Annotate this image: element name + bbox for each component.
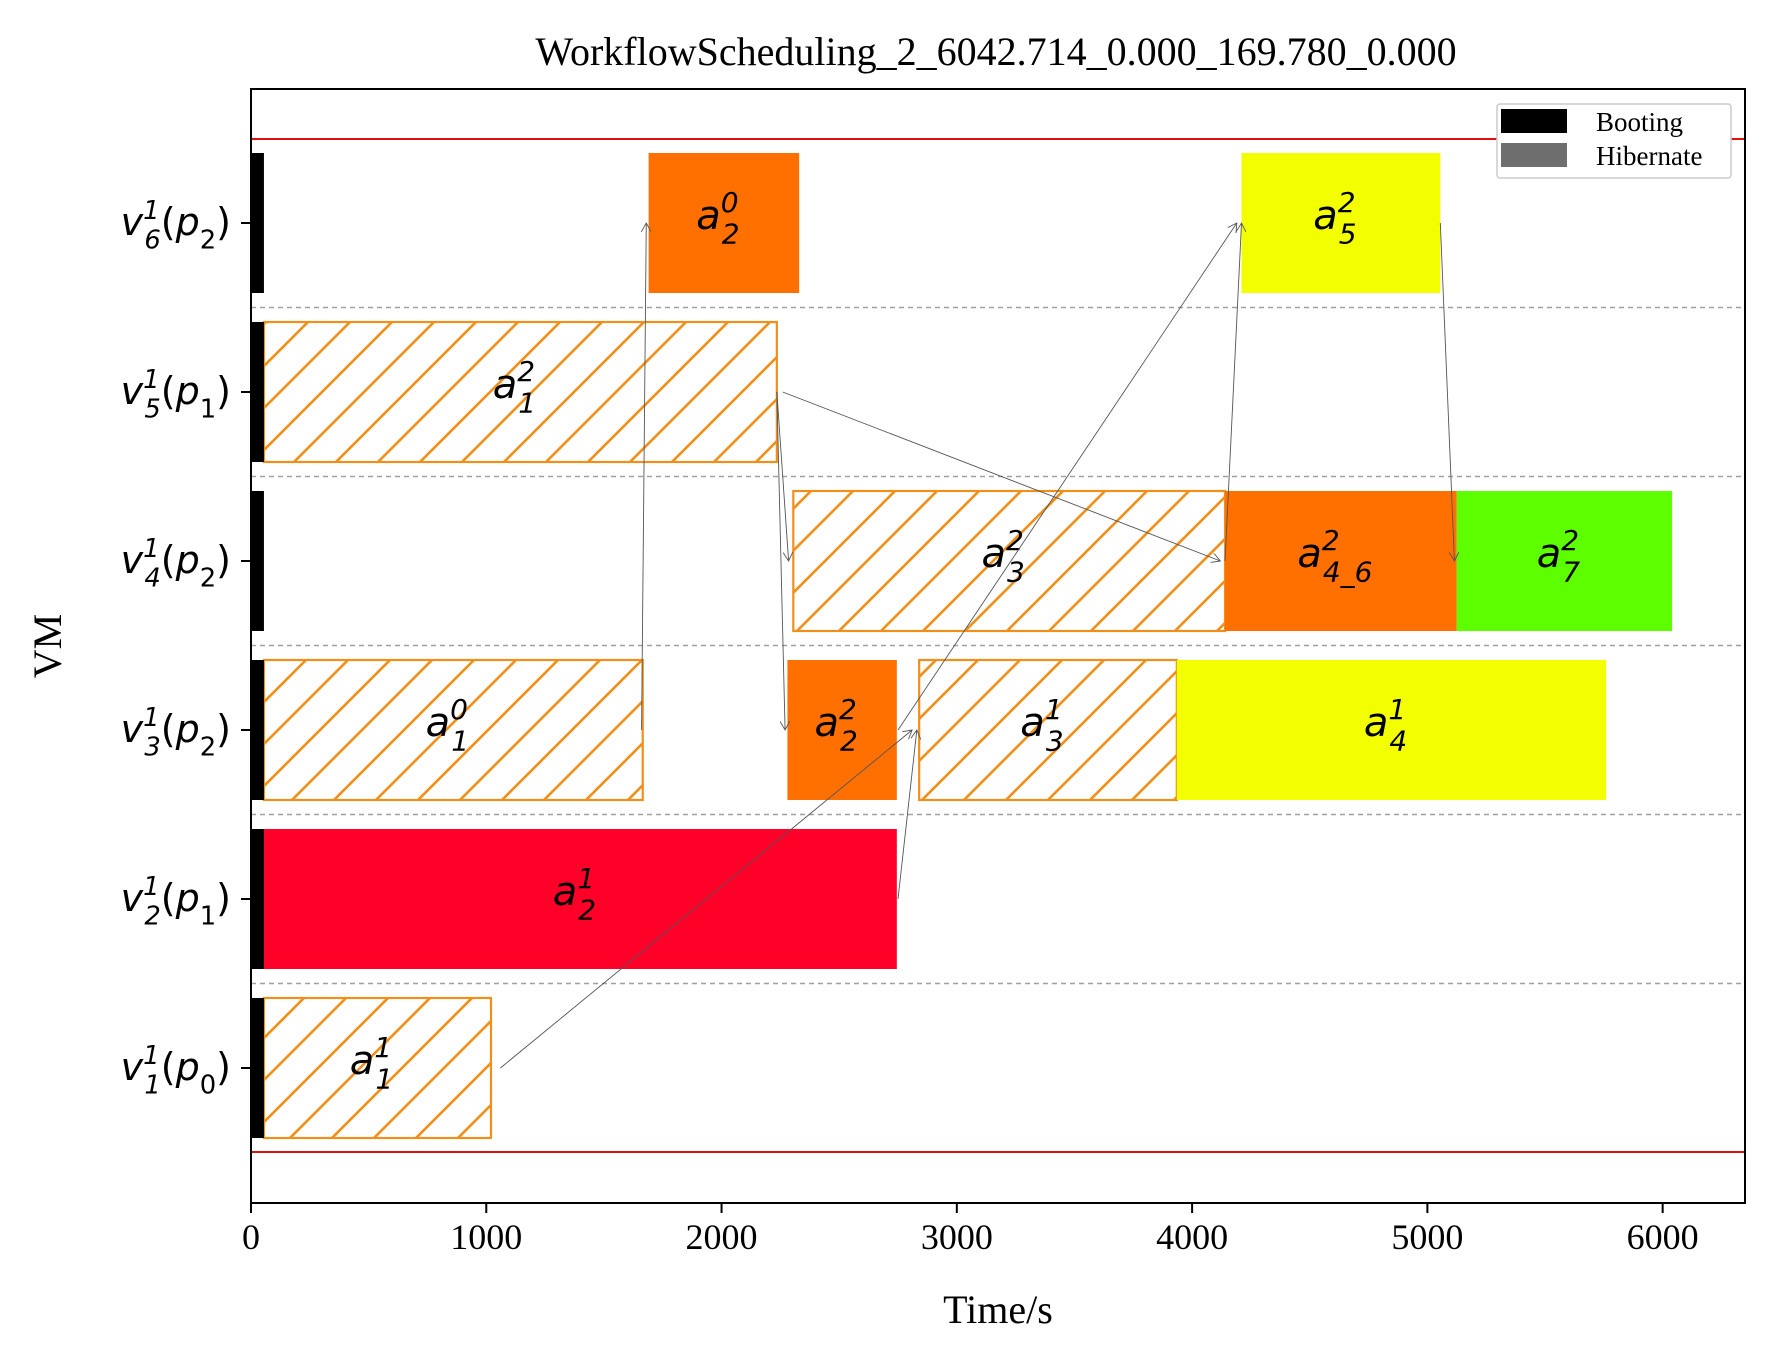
dependency-arrow xyxy=(500,730,912,1069)
dependency-arrow xyxy=(641,223,647,731)
y-tick-label: v1 5(p1) xyxy=(121,365,231,425)
dependency-arrow xyxy=(897,730,917,900)
x-tick-label: 0 xyxy=(242,1217,260,1257)
task-bar xyxy=(1456,491,1673,631)
legend-hibernate-swatch xyxy=(1501,143,1567,167)
task-bar xyxy=(1176,660,1607,800)
task-bar xyxy=(262,996,493,1140)
chart-title: WorkflowScheduling_2_6042.714_0.000_169.… xyxy=(535,29,1456,74)
y-tick-label: v1 4(p2) xyxy=(121,534,231,594)
dependency-arrow xyxy=(1439,222,1454,561)
legend-booting-label: Booting xyxy=(1596,107,1683,137)
task-label: a2 5 xyxy=(1313,186,1356,250)
task-labels: a1 1a1 2a0 1 a2 2 a1 3 a1 4a2 3 a2 4_6 a2 7a2 1a0 2 a2 5 xyxy=(350,186,1581,1095)
dependency-arrow xyxy=(776,391,789,561)
task-label: a1 1 xyxy=(350,1031,393,1095)
task-label: a2 4_6 xyxy=(1297,524,1372,588)
task-bar xyxy=(648,153,800,293)
x-axis-label: Time/s xyxy=(943,1287,1053,1332)
task-bar xyxy=(262,658,644,802)
x-tick-label: 6000 xyxy=(1627,1217,1699,1257)
booting-bar xyxy=(251,660,264,800)
y-tick-label: v1 2(p1) xyxy=(121,872,231,932)
plot-frame xyxy=(250,88,1746,1204)
booting-bar xyxy=(251,998,264,1138)
booting-bar xyxy=(251,322,264,462)
task-bar xyxy=(1225,491,1457,631)
task-label: a2 2 xyxy=(814,693,857,757)
x-tick-label: 3000 xyxy=(921,1217,993,1257)
task-bar xyxy=(787,660,897,800)
task-label: a0 2 xyxy=(696,186,739,250)
y-axis-ticks: v1 1(p0) v1 2(p1) v1 3(p2) v1 4(p2) v1 5(p1) v1 6(p… xyxy=(121,196,251,1101)
dependency-arrow xyxy=(782,391,1221,561)
booting-bar xyxy=(251,491,264,631)
task-label: a1 4 xyxy=(1364,693,1407,757)
task-label: a0 1 xyxy=(426,693,469,757)
task-label: a2 1 xyxy=(493,355,536,419)
legend: Booting Hibernate xyxy=(1496,103,1732,179)
task-label: a2 7 xyxy=(1537,524,1581,588)
x-axis-ticks: 0 1000 2000 3000 4000 5000 6000 xyxy=(242,1203,1699,1257)
booting-bar xyxy=(251,153,264,293)
x-tick-label: 2000 xyxy=(686,1217,758,1257)
lane-separators xyxy=(251,306,1745,985)
dependency-arrow xyxy=(897,223,1237,731)
legend-booting-swatch xyxy=(1501,109,1567,133)
y-tick-label: v1 6(p2) xyxy=(121,196,231,256)
dependency-arrows xyxy=(500,222,1454,1069)
x-tick-label: 5000 xyxy=(1391,1217,1463,1257)
task-label: a1 3 xyxy=(1020,693,1063,757)
y-tick-label: v1 1(p0) xyxy=(121,1041,231,1101)
dependency-arrow xyxy=(776,391,785,730)
dependency-arrow xyxy=(1224,223,1241,562)
x-tick-label: 1000 xyxy=(450,1217,522,1257)
task-label: a1 2 xyxy=(553,862,596,926)
booting-bar xyxy=(251,829,264,969)
task-bar xyxy=(263,829,897,969)
legend-hibernate-label: Hibernate xyxy=(1596,141,1702,171)
horizon-lines xyxy=(251,138,1745,1153)
task-bar xyxy=(1241,153,1441,293)
x-tick-label: 4000 xyxy=(1156,1217,1228,1257)
y-axis-label: VM xyxy=(25,614,70,678)
task-bars xyxy=(251,153,1673,1140)
y-tick-label: v1 3(p2) xyxy=(121,703,231,763)
